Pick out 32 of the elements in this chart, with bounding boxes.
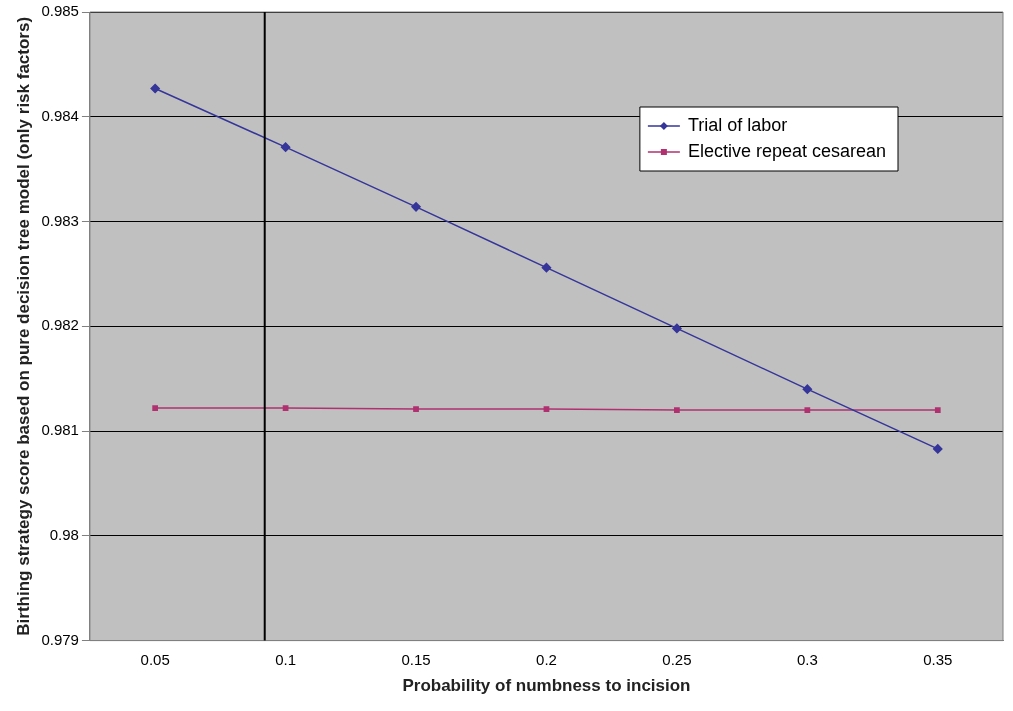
y-tick-label: 0.982	[41, 316, 79, 334]
y-tick-label: 0.98	[49, 525, 79, 543]
x-tick-label: 0.05	[140, 650, 170, 668]
y-tick-label: 0.984	[41, 106, 79, 124]
point	[543, 406, 550, 412]
y-tick-label: 0.985	[41, 2, 79, 20]
x-axis-title: Probability of numbness to incision	[402, 676, 691, 696]
x-tick-label: 0.2	[536, 650, 557, 668]
legend-label: Elective repeat cesarean	[687, 140, 887, 161]
point	[541, 262, 552, 273]
point	[804, 407, 811, 413]
x-tick-label: 0.1	[275, 650, 297, 668]
y-tick-label: 0.979	[41, 630, 79, 648]
x-tick-label: 0.3	[796, 650, 818, 668]
point	[674, 407, 680, 413]
y-tick-label: 0.983	[41, 211, 79, 229]
point	[802, 384, 813, 394]
legend-label: Trial of labor	[687, 114, 788, 135]
point	[280, 142, 291, 152]
point	[411, 202, 421, 212]
y-axis-title: Birthing strategy score based on pure decision tree model (only risk factors)	[13, 16, 33, 636]
point	[282, 405, 289, 411]
point	[152, 405, 159, 411]
point	[933, 444, 943, 454]
x-tick-label: 0.35	[923, 650, 953, 668]
x-tick-label: 0.15	[401, 650, 431, 668]
point	[672, 323, 682, 334]
y-tick-label: 0.981	[41, 421, 79, 439]
point	[150, 83, 160, 94]
point	[413, 406, 419, 412]
x-tick-label: 0.25	[662, 650, 692, 668]
point	[934, 407, 941, 413]
